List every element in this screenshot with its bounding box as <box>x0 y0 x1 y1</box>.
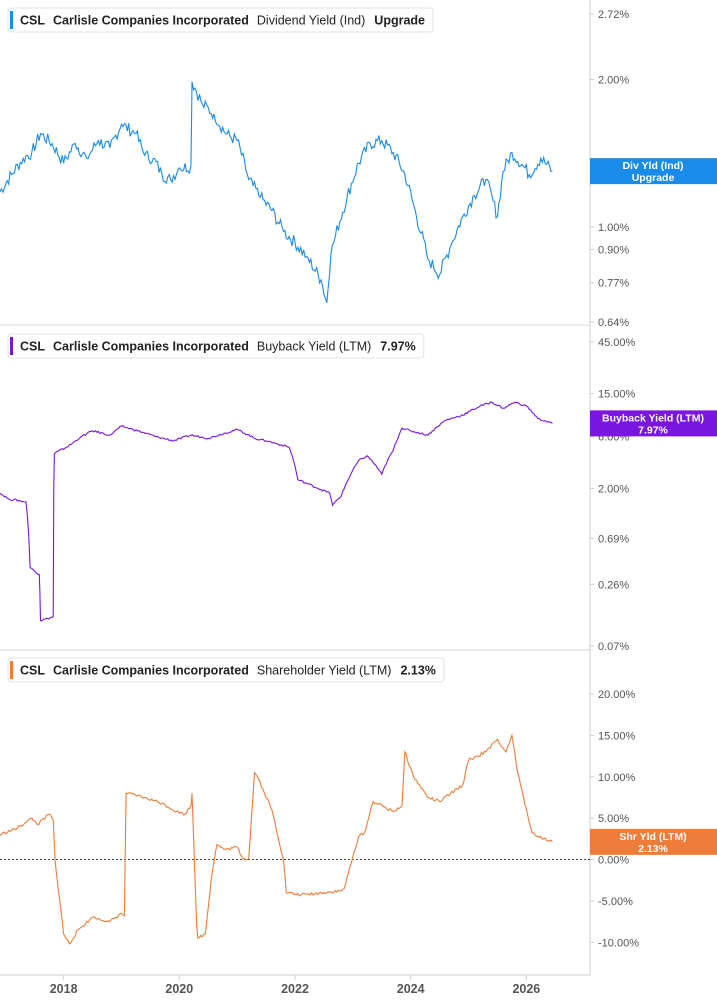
buyback-yield-legend-swatch <box>10 337 13 355</box>
buyback-yield-ytick-label: 45.00% <box>598 337 636 349</box>
buyback-yield-ytick-label: 15.00% <box>598 389 636 401</box>
dividend-yield-ytick-label: 2.72% <box>598 9 629 21</box>
dividend-yield-ytick-label: 1.00% <box>598 222 629 234</box>
buyback-yield-value-tag-bg <box>590 410 717 437</box>
shareholder-yield-value-tag-bg <box>590 828 717 855</box>
dividend-yield-legend-swatch <box>10 11 13 29</box>
shareholder-yield-legend-value: 2.13% <box>400 664 435 678</box>
dividend-yield-ytick-label: 2.00% <box>598 74 629 86</box>
buyback-yield-legend-value: 7.97% <box>380 340 415 354</box>
shareholder-yield-value-tag: Shr Yld (LTM)2.13% <box>590 828 717 855</box>
dividend-yield-legend-box <box>7 7 434 33</box>
shareholder-yield-ytick-label: 10.00% <box>598 772 636 784</box>
buyback-yield-ytick-label: 0.26% <box>598 579 629 591</box>
buyback-yield-value-tag-label: Buyback Yield (LTM) <box>602 412 704 424</box>
buyback-yield-legend-box <box>7 333 425 359</box>
dividend-yield-ytick-label: 0.77% <box>598 278 629 290</box>
shareholder-yield-legend-box <box>7 657 445 683</box>
dividend-yield-value-tag-label: Div Yld (Ind) <box>622 160 683 172</box>
dividend-yield-panel: 2.72% 2.00% 1.00% 0.90% 0.77% 0.64% CSL Carlisl… <box>0 7 717 329</box>
shareholder-yield-series-line <box>0 733 553 945</box>
dividend-yield-legend-metric: Dividend Yield (Ind) <box>257 14 365 28</box>
buyback-yield-legend-ticker: CSL <box>20 340 45 354</box>
dividend-yield-ytick-label: 0.90% <box>598 244 629 256</box>
dividend-yield-ytick-label: 0.64% <box>598 317 629 329</box>
shareholder-yield-legend-metric: Shareholder Yield (LTM) <box>257 664 392 678</box>
shareholder-yield-ytick-label: -5.00% <box>598 896 633 908</box>
buyback-yield-panel: 45.00%15.00%6.00%2.00%0.69%0.26%0.07%CSL… <box>0 324 717 653</box>
shareholder-yield-value-tag-label: Shr Yld (LTM) <box>619 831 686 843</box>
dividend-yield-legend-ticker: CSL <box>20 14 45 28</box>
shareholder-yield-panel: 20.00% 15.00% 10.00% 5.00% 0.00% -5.00% -10.00… <box>0 649 717 949</box>
buyback-yield-ytick-label: 0.69% <box>598 533 629 545</box>
shareholder-yield-legend: CSL Carlisle Companies Incorporated Shareh… <box>7 657 445 683</box>
x-tick-label: 2024 <box>397 982 425 996</box>
x-tick-label: 2026 <box>512 982 540 996</box>
shareholder-yield-ytick-label: 0.00% <box>598 855 629 867</box>
shareholder-yield-legend-ticker: CSL <box>20 664 45 678</box>
shareholder-yield-ytick-label: 15.00% <box>598 730 636 742</box>
dividend-yield-legend-value: Upgrade <box>374 14 425 28</box>
dividend-yield-legend-company: Carlisle Companies Incorporated <box>53 14 249 28</box>
x-tick-label: 2020 <box>165 982 193 996</box>
buyback-yield-value-tag: Buyback Yield (LTM)7.97% <box>590 410 717 437</box>
buyback-yield-ytick-label: 0.07% <box>598 641 629 653</box>
x-axis: 2018 2020 2022 2024 2026 <box>0 974 590 996</box>
shareholder-yield-legend-swatch <box>10 661 13 679</box>
dividend-yield-value-tag: Div Yld (Ind)Upgrade <box>590 158 717 185</box>
dividend-yield-value-tag-value: Upgrade <box>632 172 675 184</box>
buyback-yield-legend-metric: Buyback Yield (LTM) <box>257 340 371 354</box>
dividend-yield-value-tag-bg <box>590 158 717 185</box>
shareholder-yield-legend-company: Carlisle Companies Incorporated <box>53 664 249 678</box>
shareholder-yield-ytick-label: 5.00% <box>598 813 629 825</box>
x-tick-label: 2018 <box>50 982 78 996</box>
shareholder-yield-ytick-label: 20.00% <box>598 689 636 701</box>
buyback-yield-legend: CSL Carlisle Companies Incorporated Buybac… <box>7 333 425 359</box>
buyback-yield-series-line <box>0 401 553 622</box>
buyback-yield-legend-company: Carlisle Companies Incorporated <box>53 340 249 354</box>
shareholder-yield-ytick-label: -10.00% <box>598 937 639 949</box>
buyback-yield-ytick-label: 2.00% <box>598 483 629 495</box>
dividend-yield-series-line <box>0 81 553 304</box>
x-tick-label: 2022 <box>281 982 309 996</box>
dividend-yield-legend: CSL Carlisle Companies Incorporated Divide… <box>7 7 434 33</box>
shareholder-yield-value-tag-value: 2.13% <box>638 843 668 855</box>
buyback-yield-value-tag-value: 7.97% <box>638 424 668 436</box>
